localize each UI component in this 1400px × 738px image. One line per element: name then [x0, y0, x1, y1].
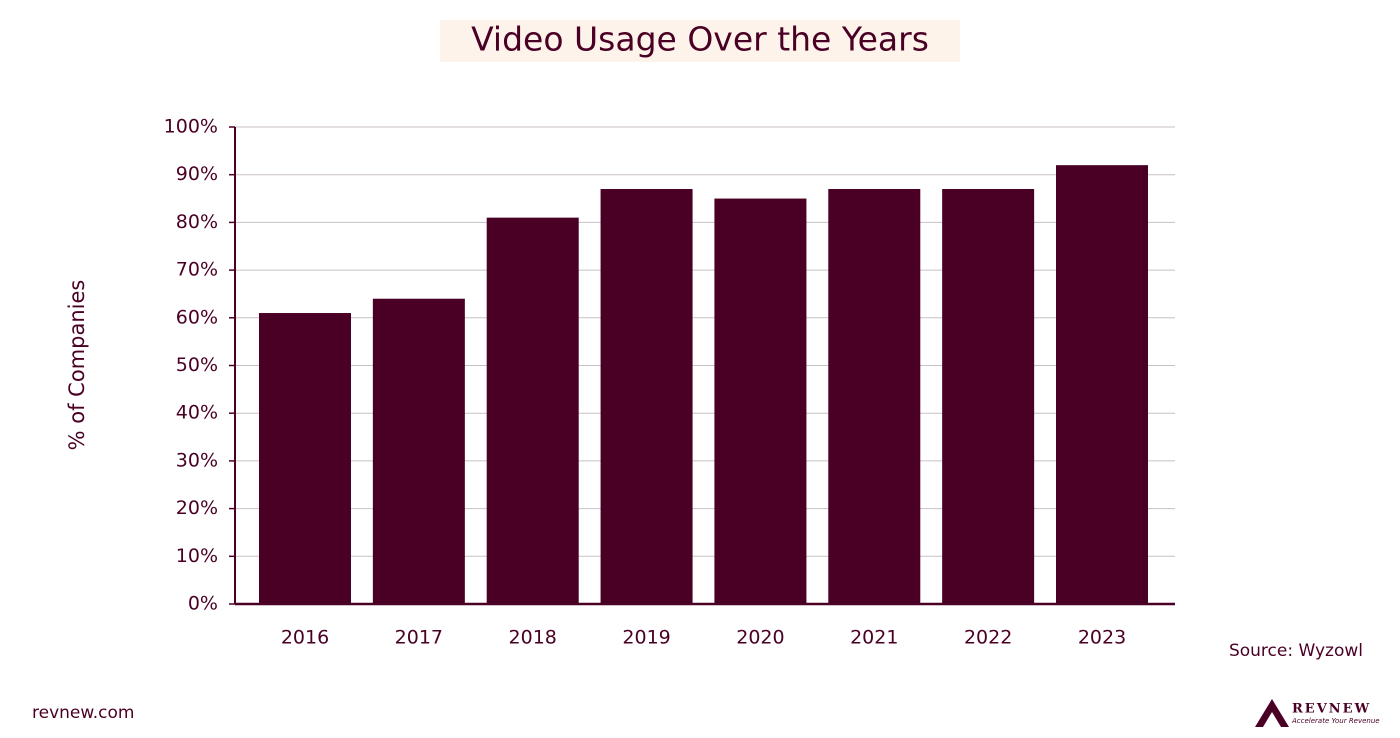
y-tick-label: 30% [176, 449, 218, 471]
logo-tagline: Accelerate Your Revenue [1291, 717, 1380, 725]
y-tick-label: 40% [176, 402, 218, 424]
x-tick-label: 2023 [1078, 627, 1126, 649]
y-tick-label: 80% [176, 211, 218, 233]
chart-title: Video Usage Over the Years [471, 20, 929, 59]
bar [714, 198, 807, 605]
y-tick-label: 90% [176, 163, 218, 185]
x-tick-label: 2016 [281, 627, 329, 649]
y-tick-label: 20% [176, 497, 218, 519]
title-highlight [440, 20, 960, 62]
x-tick-label: 2017 [395, 627, 443, 649]
x-tick-label: 2021 [850, 627, 898, 649]
x-tick-label: 2020 [736, 627, 784, 649]
logo: REVNEW Accelerate Your Revenue [1255, 699, 1380, 727]
logo-icon-inner [1263, 712, 1281, 727]
y-tick-label: 0% [188, 593, 218, 615]
y-tick-label: 70% [176, 259, 218, 281]
bar [1056, 165, 1148, 604]
logo-text: REVNEW [1292, 702, 1371, 717]
x-tick-label: 2022 [964, 627, 1012, 649]
y-tick-label: 10% [176, 545, 218, 567]
bar [600, 189, 693, 604]
y-tick-label: 50% [176, 354, 218, 376]
x-tick-label: 2018 [509, 627, 557, 649]
x-tick-label: 2019 [622, 627, 670, 649]
y-tick-label: 60% [176, 306, 218, 328]
bar [942, 189, 1035, 604]
bar [828, 189, 921, 604]
y-axis-label: % of Companies [65, 280, 89, 451]
bar [486, 217, 579, 604]
bar [372, 298, 465, 604]
source: Source: Wyzowl [1229, 641, 1363, 661]
site: revnew.com [32, 703, 134, 723]
bar [259, 313, 351, 604]
y-tick-label: 100% [164, 116, 218, 138]
